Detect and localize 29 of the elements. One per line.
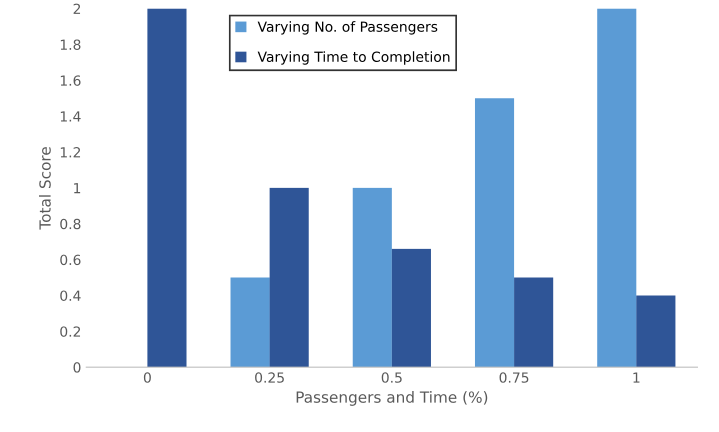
legend-label: Varying Time to Completion [258, 51, 450, 65]
bar [352, 188, 392, 368]
y-tick-label: 0.2 [60, 326, 80, 337]
x-tick-label: 1 [633, 372, 640, 383]
y-tick-label: 2 [74, 4, 80, 14]
x-tick-label: 0.75 [500, 372, 528, 383]
bar [230, 278, 270, 368]
x-tick-label: 0.25 [255, 372, 284, 383]
y-tick-label: 0.4 [60, 290, 81, 301]
y-tick-label: 1.8 [60, 39, 80, 50]
y-tick-label: 0.6 [60, 254, 81, 266]
x-tick-label: 0 [144, 372, 151, 383]
y-tick-label: 0 [74, 362, 80, 373]
bar [514, 278, 554, 368]
y-tick-label: 1.2 [60, 147, 80, 158]
y-tick-label: 0.8 [60, 218, 80, 230]
bar [392, 248, 431, 368]
y-tick-label: 1 [74, 183, 80, 194]
bar [147, 8, 187, 368]
y-tick-label: 1.6 [60, 75, 81, 86]
legend-label: Varying No. of Passengers [258, 21, 438, 35]
bar [270, 188, 309, 368]
y-axis-title: Total Score [38, 147, 51, 230]
bar [636, 295, 676, 368]
bar [597, 8, 636, 368]
bar [474, 98, 514, 368]
y-tick-label: 1.4 [60, 111, 81, 122]
x-axis-title: Passengers and Time (%) [296, 391, 488, 406]
x-tick-label: 0.5 [382, 372, 402, 383]
